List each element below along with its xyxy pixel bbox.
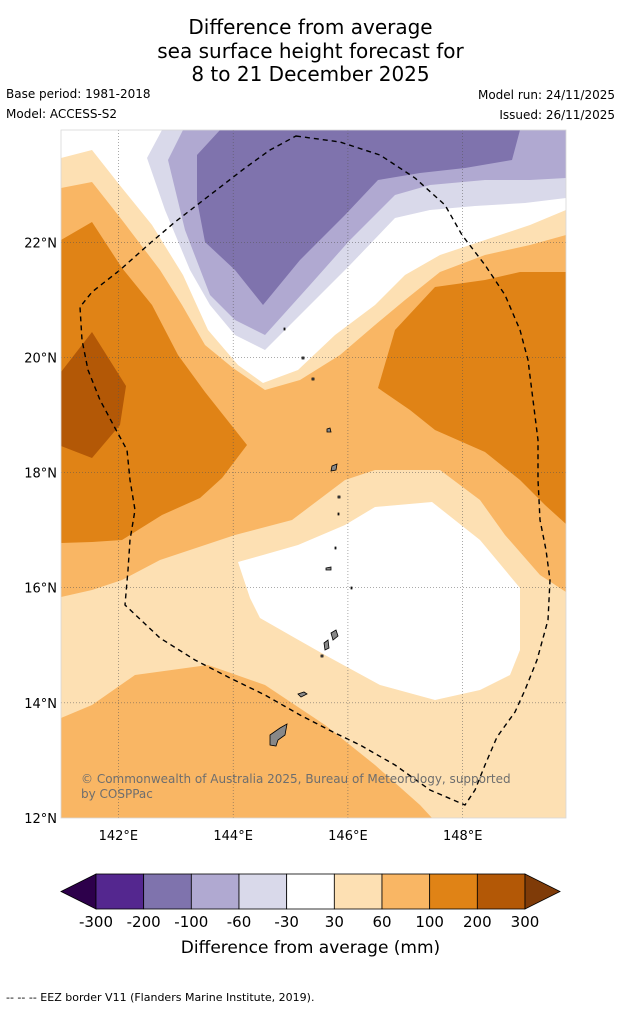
colorbar-tick-label-6: 60: [372, 913, 391, 931]
island-agrihan: [326, 427, 332, 433]
contour-100-200-west: [61, 222, 247, 543]
lat-label-12: 12°N: [24, 812, 57, 827]
colorbar-bin-4: [286, 873, 335, 910]
base-period-label: Base period: 1981-2018: [6, 87, 151, 101]
gridlines: [61, 130, 566, 818]
colorbar-bin-7: [429, 873, 478, 910]
title-line-2: sea surface height forecast for: [157, 38, 464, 63]
colorbar-tick-label-4: -30: [274, 913, 299, 931]
colorbar-bin-5: [333, 873, 383, 910]
contour-200-300-west: [61, 332, 126, 458]
eez-border: [79, 135, 551, 806]
colorbar-bin-2: [190, 873, 240, 910]
model-label: Model: ACCESS-S2: [6, 107, 118, 121]
island-small-3: [320, 654, 324, 658]
map-frame: [60, 129, 567, 819]
island-asuncion: [337, 495, 341, 499]
colorbar-bin-1: [143, 873, 192, 910]
islands: [269, 327, 353, 747]
colorbar-tick-label-2: -100: [174, 913, 208, 931]
lat-label-14: 14°N: [24, 697, 57, 712]
island-uracas: [301, 356, 305, 360]
colorbar-tick-label-0: -300: [79, 913, 113, 931]
lat-label-16: 16°N: [24, 582, 57, 597]
colorbar-tick-label-7: 100: [415, 913, 444, 931]
colorbar-tick-label-5: 30: [325, 913, 344, 931]
colorbar-bin-6: [381, 873, 431, 910]
island-rota: [297, 691, 308, 698]
island-small-2: [350, 586, 353, 590]
colorbar-tick-label-1: -200: [127, 913, 161, 931]
island-small-4: [283, 327, 286, 331]
lat-label-18: 18°N: [24, 467, 57, 482]
colorbar-over-extend: [524, 873, 561, 910]
lon-label-142: 142°E: [99, 829, 139, 844]
island-alamagan: [334, 546, 337, 550]
map-figure: 142°E 144°E 146°E 148°E 22°N 20°N 18°N 1…: [24, 129, 567, 844]
lon-label-146: 146°E: [328, 829, 368, 844]
contour-100-200-east: [378, 272, 566, 524]
colorbar-tick-label-3: -60: [227, 913, 252, 931]
colorbar-title: Difference from average (mm): [180, 938, 441, 958]
island-tinian: [323, 639, 330, 651]
copyright-notice: © Commonwealth of Australia 2025, Bureau…: [81, 772, 511, 801]
colorbar-tick-label-8: 200: [463, 913, 492, 931]
map-title: Difference from average sea surface heig…: [0, 15, 621, 87]
island-maug: [311, 377, 315, 381]
issued-label: Issued: 26/11/2025: [499, 108, 615, 122]
contour-field: [61, 130, 566, 818]
contour-60-100-southwest: [61, 665, 432, 818]
model-run-label: Model run: 24/11/2025: [477, 88, 615, 102]
colorbar-under-extend: [60, 873, 97, 910]
colorbar-bin-3: [238, 873, 288, 910]
island-small-1: [337, 512, 340, 516]
island-guam: [269, 723, 288, 747]
contour-neutral-south: [238, 502, 520, 700]
contour-minus200-minus100: [197, 130, 520, 305]
eez-legend-note: -- -- -- EEZ border V11 (Flanders Marine…: [6, 991, 315, 1004]
island-saipan: [330, 629, 339, 641]
island-anatahan: [325, 566, 332, 571]
lat-label-22: 22°N: [24, 236, 57, 251]
lat-label-20: 20°N: [24, 351, 57, 366]
title-line-3: 8 to 21 December 2025: [191, 62, 430, 86]
colorbar-tick-label-9: 300: [511, 913, 540, 931]
colorbar-bin-0: [95, 873, 145, 910]
colorbar-bin-8: [476, 873, 526, 910]
lon-label-144: 144°E: [213, 829, 253, 844]
island-pagan: [330, 463, 338, 472]
lon-label-148: 148°E: [443, 829, 483, 844]
title-line-1: Difference from average: [188, 15, 433, 39]
